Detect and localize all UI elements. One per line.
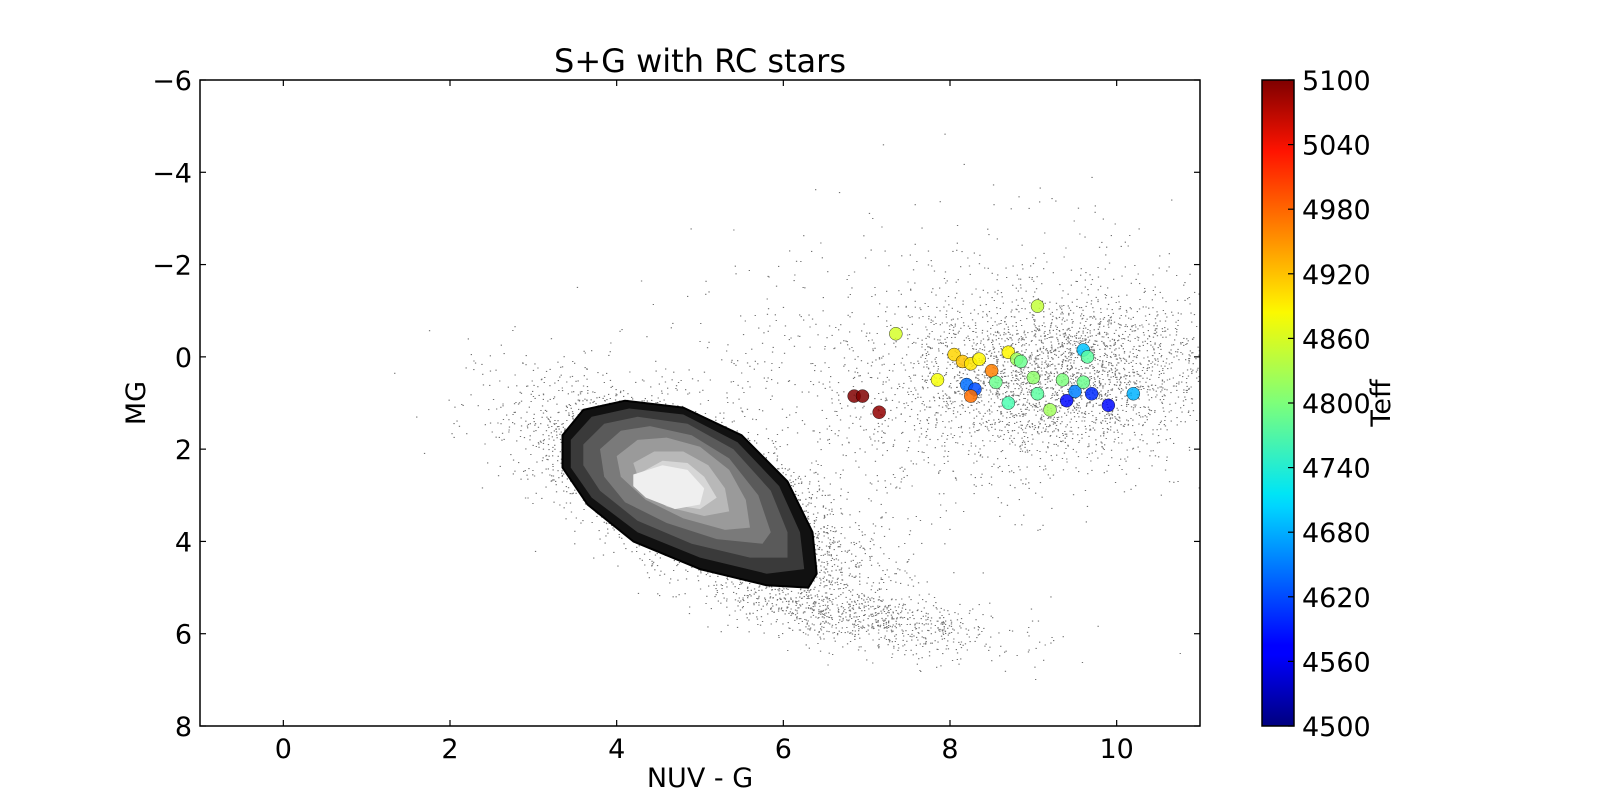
- colorbar-tick-label: 4860: [1302, 324, 1371, 355]
- y-axis-label: MG: [121, 381, 152, 425]
- rc-star-point: [1126, 387, 1141, 401]
- rc-star-point: [1076, 375, 1091, 389]
- x-tick-label: 0: [275, 734, 292, 765]
- colorbar-label: Teff: [1366, 378, 1397, 428]
- rc-star-point: [1059, 393, 1074, 408]
- colorbar-tick-label: 4800: [1302, 389, 1371, 420]
- rc-star-point: [972, 352, 986, 366]
- y-tick-label: 0: [175, 343, 192, 374]
- x-tick-label: 4: [608, 734, 625, 765]
- rc-star-point: [1068, 384, 1082, 399]
- colorbar-tick-label: 4560: [1302, 647, 1371, 678]
- density-contour-level: [633, 465, 705, 510]
- x-tick-label: 6: [775, 734, 792, 765]
- x-axis-ticks: 0 2 4 6 8 10: [275, 80, 1134, 765]
- rc-star-point: [984, 364, 999, 378]
- y-tick-label: 6: [175, 620, 192, 651]
- plot-area: 0 2 4 6 8 10 −6 −4 −2 0 2 4 6 8: [152, 66, 1201, 765]
- y-tick-label: −2: [152, 251, 192, 282]
- rc-star-point: [1030, 387, 1045, 401]
- plot-frame: [199, 79, 1201, 727]
- rc-star-point: [930, 373, 945, 387]
- colorbar-tick-label: 4620: [1302, 583, 1371, 614]
- colorbar-tick-label: 5040: [1302, 131, 1371, 162]
- rc-star-point: [964, 389, 978, 403]
- rc-star-point: [889, 327, 903, 341]
- y-tick-label: 8: [175, 712, 192, 743]
- x-axis-label: NUV - G: [647, 763, 753, 794]
- rc-star-point: [872, 405, 886, 419]
- x-tick-label: 2: [441, 734, 458, 765]
- rc-star-point: [1026, 370, 1041, 385]
- colorbar-tick-label: 4920: [1302, 260, 1371, 291]
- y-tick-label: 2: [175, 435, 192, 466]
- rc-star-point: [1101, 398, 1116, 413]
- chart-title: S+G with RC stars: [554, 42, 846, 80]
- plot-background: [200, 80, 1200, 726]
- rc-star-point: [989, 375, 1003, 389]
- colorbar: 4500 4560 4620 4680 4740 4800 4860 4920 4980 5040…: [1261, 66, 1397, 743]
- colorbar-tick-label: 4500: [1302, 712, 1371, 743]
- rc-star-point: [1014, 354, 1028, 369]
- colorbar-tick-label: 5100: [1302, 66, 1371, 97]
- colorbar-ticks: 4500 4560 4620 4680 4740 4800 4860 4920 4980 5040…: [1288, 66, 1371, 743]
- rc-star-point: [1030, 299, 1045, 313]
- x-tick-label: 10: [1099, 734, 1133, 765]
- density-contours: [561, 399, 818, 589]
- y-tick-label: −6: [152, 66, 192, 97]
- rc-star-point: [1001, 396, 1016, 410]
- y-tick-label: −4: [152, 158, 192, 189]
- rc-star-point: [1084, 387, 1099, 401]
- colorbar-tick-label: 4740: [1302, 454, 1371, 485]
- rc-star-markers: [847, 299, 1141, 419]
- rc-star-point: [1055, 373, 1070, 387]
- rc-star-point: [855, 389, 870, 403]
- rc-star-point: [1080, 350, 1095, 364]
- colorbar-tick-label: 4680: [1302, 518, 1371, 549]
- y-tick-label: 4: [175, 527, 192, 558]
- colorbar-tick-label: 4980: [1302, 195, 1371, 226]
- x-tick-label: 8: [941, 734, 958, 765]
- y-axis-ticks: −6 −4 −2 0 2 4 6 8: [152, 66, 1200, 743]
- rc-star-point: [1043, 403, 1057, 417]
